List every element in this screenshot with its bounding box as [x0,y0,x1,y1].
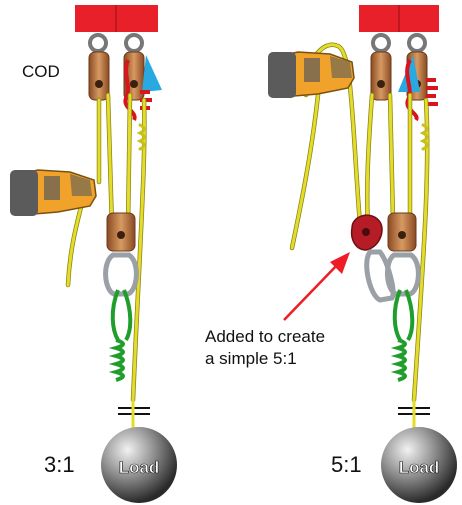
glove-hand-icon [10,169,97,216]
load-ball-icon: Load [101,400,177,503]
annotation-line-1: Added to create [205,327,326,346]
pulley-icon [88,51,145,101]
anchor-plate-icon [359,5,439,32]
arrow-icon [283,252,350,321]
pulley-icon [387,212,417,252]
right-system: Load [268,5,457,503]
load-ball-icon: Load [381,400,457,503]
annotation-line-2: a simple 5:1 [205,349,297,368]
carabiner-icon [364,249,396,303]
extra-pulley-icon [350,214,383,251]
cod-label: COD [22,62,60,81]
glove-hand-icon [268,51,355,98]
progress-capture-cam-icon [142,55,162,92]
load-label: Load [119,458,160,477]
prusik-knot-icon [108,289,133,382]
ratio-label-left: 3:1 [44,452,75,477]
ratio-label-right: 5:1 [331,452,362,477]
left-system: Load [10,5,177,503]
pulley-icon [370,51,428,101]
pulley-icon [106,212,136,252]
load-label: Load [399,458,440,477]
carabiner-icon [103,252,139,297]
anchor-plate-icon [75,5,158,32]
anchor-ring-icon [371,33,427,53]
carabiner-icon [385,252,421,297]
anchor-ring-icon [88,33,144,53]
prusik-knot-icon [390,289,415,382]
